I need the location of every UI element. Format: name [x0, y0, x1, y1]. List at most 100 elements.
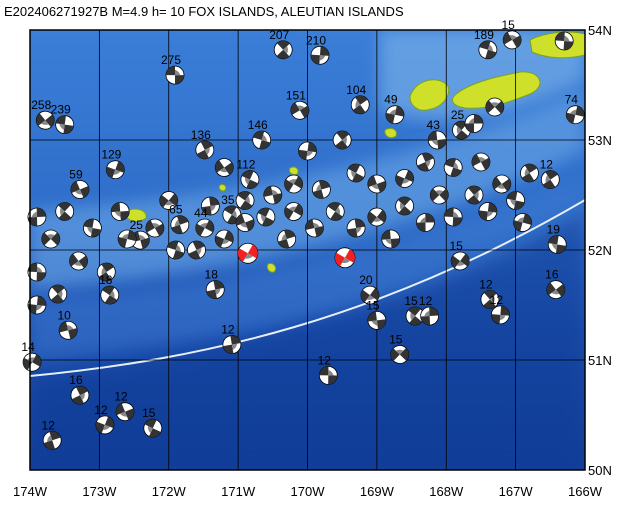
- x-tick-label: 166W: [568, 484, 603, 499]
- beachball-lobe: [59, 123, 65, 130]
- depth-label: 16: [545, 268, 559, 282]
- beachball: [506, 191, 526, 210]
- beachball: [237, 242, 259, 264]
- depth-label: 12: [114, 390, 128, 404]
- beachball-lobe: [570, 109, 577, 115]
- beachball: [478, 202, 498, 221]
- beachball-lobe: [138, 234, 146, 241]
- beachball-lobe: [176, 215, 189, 225]
- beachball-lobe: [455, 130, 469, 140]
- beachball-lobe: [348, 164, 361, 173]
- beachball-lobe: [394, 105, 404, 117]
- beachball: [450, 251, 470, 271]
- beachball-lobe: [420, 316, 431, 325]
- beachball: [520, 163, 539, 183]
- depth-label: 59: [69, 168, 83, 182]
- beachball-lobe: [478, 210, 488, 221]
- beachball: [429, 185, 449, 205]
- beachball-lobe: [341, 257, 351, 264]
- depth-label: 20: [359, 273, 373, 287]
- beachball: [214, 158, 234, 177]
- beachball-lobe: [167, 241, 179, 250]
- beachball-lobe: [551, 289, 560, 295]
- x-tick-label: 167W: [499, 484, 534, 499]
- beachball-lobe: [468, 118, 474, 124]
- beachball-lobe: [102, 424, 110, 430]
- beachball-lobe: [408, 307, 421, 316]
- beachball: [443, 207, 463, 227]
- beachball-lobe: [319, 46, 329, 56]
- beachball-lobe: [354, 219, 365, 228]
- beachball-lobe: [247, 244, 258, 259]
- beachball-lobe: [66, 325, 74, 331]
- beachball-lobe: [144, 419, 157, 429]
- beachball-lobe: [174, 75, 184, 85]
- beachball-lobe: [111, 202, 121, 213]
- beachball-lobe: [165, 66, 175, 76]
- beachball-lobe: [452, 217, 463, 226]
- beachball-lobe: [36, 208, 46, 217]
- beachball: [565, 105, 585, 125]
- beachball-lobe: [487, 211, 494, 217]
- beachball-lobe: [480, 157, 490, 170]
- beachball-lobe: [381, 230, 391, 240]
- beachball-lobe: [512, 35, 522, 48]
- beachball-lobe: [145, 220, 155, 233]
- beachball: [464, 185, 484, 205]
- y-tick-label: 53N: [588, 133, 612, 148]
- beachball: [105, 160, 125, 180]
- beachball: [222, 335, 242, 355]
- beachball-lobe: [244, 177, 250, 185]
- beachball: [381, 229, 401, 249]
- beachball-lobe: [240, 222, 247, 228]
- beachball-lobe: [453, 211, 459, 218]
- beachball-lobe: [50, 294, 64, 303]
- beachball-lobe: [316, 184, 322, 191]
- beachball-lobe: [468, 186, 481, 195]
- beachball-lobe: [424, 310, 430, 317]
- beachball-lobe: [104, 416, 114, 429]
- beachball-lobe: [465, 123, 474, 133]
- beachball-lobe: [456, 126, 462, 135]
- beachball-lobe: [46, 234, 55, 239]
- beachball-lobe: [293, 203, 303, 216]
- depth-label: 15: [142, 406, 156, 420]
- beachball-lobe: [224, 162, 234, 175]
- beachball-lobe: [113, 169, 121, 175]
- beachball-lobe: [491, 314, 501, 324]
- beachball-lobe: [230, 335, 241, 345]
- beachball-lobe: [485, 49, 497, 59]
- beachball-lobe: [239, 200, 253, 210]
- beachball-lobe: [101, 267, 107, 275]
- beachball-lobe: [397, 197, 411, 206]
- beachball-lobe: [58, 211, 72, 221]
- beachball-lobe: [224, 205, 237, 215]
- beachball: [346, 163, 366, 183]
- beachball-lobe: [159, 194, 169, 208]
- beachball-lobe: [293, 176, 303, 189]
- beachball-lobe: [47, 435, 53, 442]
- beachball-lobe: [402, 178, 410, 184]
- beachball: [318, 365, 338, 385]
- beachball-lobe: [204, 220, 214, 233]
- beachball-lobe: [147, 425, 153, 434]
- beachball-lobe: [334, 252, 345, 267]
- beachball: [416, 152, 435, 172]
- beachball-lobe: [524, 164, 538, 173]
- beachball-lobe: [545, 175, 551, 183]
- beachball: [95, 415, 115, 435]
- beachball-lobe: [69, 253, 79, 267]
- beachball-lobe: [36, 296, 46, 306]
- beachball-lobe: [83, 219, 95, 228]
- beachball-lobe: [50, 232, 60, 246]
- beachball: [252, 130, 272, 150]
- beachball: [115, 402, 135, 422]
- beachball-lobe: [328, 375, 338, 385]
- beachball-lobe: [491, 102, 499, 107]
- beachball-lobe: [55, 115, 66, 125]
- beachball: [70, 385, 90, 405]
- beachball-lobe: [318, 180, 331, 190]
- beachball-lobe: [209, 197, 220, 206]
- beachball-lobe: [551, 243, 558, 250]
- beachball-lobe: [171, 224, 183, 234]
